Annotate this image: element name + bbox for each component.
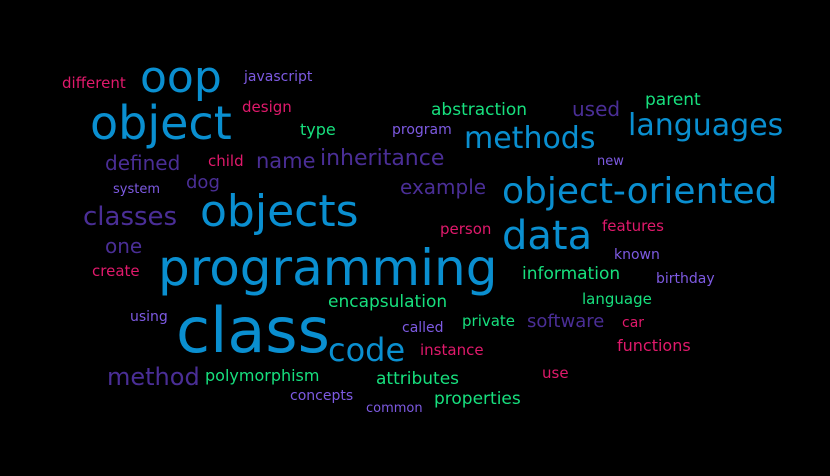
word-car: car (622, 315, 645, 331)
word-use: use (542, 364, 569, 382)
word-method: method (107, 363, 200, 391)
word-oop: oop (140, 52, 222, 103)
word-design: design (242, 98, 292, 116)
word-system: system (113, 182, 160, 197)
word-parent: parent (645, 90, 701, 110)
word-features: features (602, 217, 664, 235)
word-software: software (527, 311, 605, 332)
word-using: using (130, 309, 168, 325)
word-object-oriented: object-oriented (502, 171, 778, 212)
word-defined: defined (105, 151, 181, 175)
word-methods: methods (464, 121, 596, 156)
word-attributes: attributes (376, 369, 460, 389)
word-object: object (90, 96, 232, 150)
word-abstraction: abstraction (431, 100, 528, 120)
word-code: code (328, 331, 406, 369)
word-classes: classes (83, 202, 178, 232)
word-different: different (62, 74, 126, 92)
word-data: data (502, 213, 593, 259)
word-program: program (392, 122, 452, 138)
word-child: child (208, 152, 244, 170)
word-encapsulation: encapsulation (328, 292, 448, 312)
word-javascript: javascript (244, 69, 313, 85)
word-called: called (402, 320, 444, 336)
word-birthday: birthday (656, 271, 715, 287)
word-example: example (400, 175, 487, 199)
word-name: name (256, 149, 316, 173)
word-information: information (522, 264, 621, 284)
word-polymorphism: polymorphism (205, 366, 320, 385)
word-type: type (300, 120, 336, 139)
word-functions: functions (617, 336, 691, 355)
word-common: common (366, 401, 423, 416)
word-dog: dog (186, 172, 220, 193)
word-language: language (582, 290, 652, 308)
word-used: used (572, 97, 621, 121)
word-instance: instance (420, 341, 484, 359)
word-properties: properties (434, 389, 521, 409)
word-concepts: concepts (290, 388, 354, 404)
word-objects: objects (200, 186, 359, 237)
word-private: private (462, 312, 516, 330)
word-inheritance: inheritance (320, 146, 445, 171)
word-languages: languages (628, 108, 784, 143)
word-class: class (176, 294, 330, 367)
word-one: one (105, 234, 143, 258)
word-create: create (92, 262, 140, 280)
word-new: new (597, 154, 624, 169)
word-programming: programming (158, 239, 498, 297)
word-person: person (440, 220, 492, 238)
word-known: known (614, 247, 660, 263)
